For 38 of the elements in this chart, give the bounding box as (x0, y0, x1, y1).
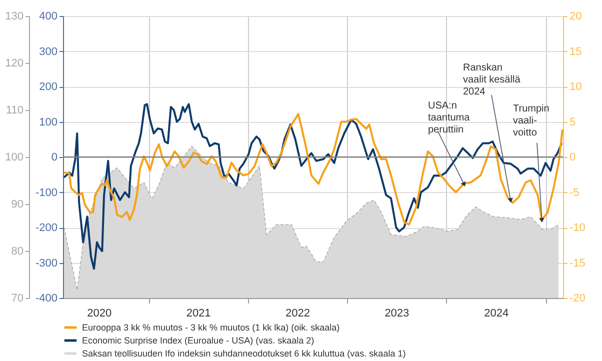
y3-tick-label: 200 (39, 81, 58, 93)
y-tick-label: 100 (5, 152, 24, 164)
y-tick-label: 110 (6, 104, 24, 116)
y3-tick-label: 400 (39, 10, 58, 22)
x-tick-label: 2022 (285, 308, 310, 320)
legend-label: Saksan teollisuuden Ifo indeksin suhdanneodotukset 6 kk kuluttua (vas. skaala 1) (82, 348, 406, 358)
y2-tick-label: -15 (570, 257, 586, 270)
y3-tick-label: -300 (35, 257, 58, 270)
line-series (63, 112, 564, 226)
y-tick-label: 130 (5, 10, 24, 22)
y-tick-label: 120 (5, 58, 24, 70)
y2-tick-label: 20 (570, 10, 582, 22)
annotation: Ranskan vaalit kesällä 2024 (463, 62, 521, 98)
y3-tick-label: 100 (39, 116, 58, 128)
y3-tick-label: 300 (39, 46, 58, 58)
x-tick-label: 2023 (384, 308, 410, 320)
x-tick-label: 2024 (484, 308, 509, 320)
y3-tick-label: 0 (51, 152, 58, 164)
y2-tick-label: -5 (570, 186, 580, 199)
y3-tick-label: -400 (35, 292, 58, 304)
x-tick-label: 2021 (186, 308, 211, 320)
y-tick-label: 90 (11, 198, 24, 210)
y2-tick-label: -10 (570, 222, 586, 234)
y2-tick-label: -20 (570, 292, 586, 304)
legend-label: Economic Surprise Index (Euroalue - USA) (vas. skaala 2) (82, 336, 314, 346)
annotation: Trumpin vaali- voitto (513, 103, 550, 138)
y-tick-label: 80 (11, 246, 24, 258)
legend-label: Eurooppa 3 kk % muutos - 3 kk % muutos (1 kk lka) (oik. skaala) (82, 322, 340, 332)
y2-tick-label: 0 (570, 152, 576, 164)
annotation: USA:n taantuma peruttiin (428, 100, 470, 136)
x-tick-label: 2020 (87, 308, 112, 320)
y2-tick-label: 15 (570, 46, 582, 58)
y-tick-label: 70 (11, 292, 24, 304)
line-series (63, 103, 563, 270)
y3-tick-label: -100 (35, 186, 58, 199)
y2-tick-label: 10 (570, 81, 582, 93)
y3-tick-label: -200 (35, 222, 58, 234)
y2-tick-label: 5 (570, 116, 576, 128)
